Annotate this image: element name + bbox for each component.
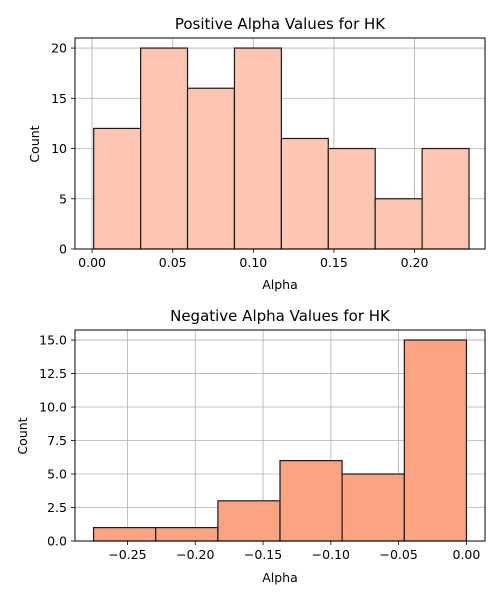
histogram-bar [217,500,281,542]
y-tick-label: 12.5 [39,366,67,381]
histogram-bar [140,47,189,250]
histogram-bar [155,527,219,542]
y-tick-label: 15.0 [39,333,67,348]
x-tick-label: 0.10 [239,255,267,270]
histogram-bar [93,127,142,250]
histogram-bar [279,460,343,542]
y-tick-label: 0 [59,242,67,257]
histogram-bar [374,198,423,250]
histogram-bar [341,473,405,542]
x-tick-label: 0.20 [401,255,429,270]
x-tick-label: −0.25 [108,547,146,562]
histogram-bar [233,47,282,250]
histogram-bar [186,87,236,250]
y-tick-label: 5 [59,191,67,206]
chart-title: Negative Alpha Values for HK [170,307,391,325]
y-tick-label: 10 [51,141,67,156]
y-axis-label: Count [15,417,30,454]
y-tick-label: 15 [51,91,67,106]
x-tick-label: −0.10 [312,547,350,562]
y-axis-label: Count [27,125,42,162]
bars [92,339,468,542]
chart-negative-alpha: Negative Alpha Values for HK −0.25 −0.20−… [15,307,486,585]
x-tick-label: 0.15 [320,255,348,270]
y-tick-label: 0.0 [47,534,67,549]
plot-frame [74,37,486,250]
plot-frame [74,329,486,542]
x-axis-label: Alpha [262,277,298,292]
histogram-bar [327,147,376,250]
y-tick-label: 5.0 [47,467,67,482]
histogram-bar [280,137,329,250]
y-tick-label: 10.0 [39,400,67,415]
x-tick-label: −0.15 [244,547,282,562]
chart-title: Positive Alpha Values for HK [175,15,386,33]
chart-positive-alpha: Positive Alpha Values for HK 0.00 0.05 0.1… [27,15,486,292]
x-tick-label: 0.00 [453,547,481,562]
y-tick-label: 7.5 [47,433,67,448]
x-axis-ticks: 0.00 0.05 0.10 0.15 0.20 [78,249,429,270]
x-axis-ticks: −0.25 −0.20 −0.15 −0.10 −0.05 0.00 [108,541,480,562]
histogram-bar [421,147,470,250]
histogram-bar [92,527,157,542]
x-tick-label: 0.05 [159,255,187,270]
histogram-bar [403,339,468,542]
y-tick-label: 2.5 [47,500,67,515]
x-tick-label: −0.05 [379,547,417,562]
y-axis-ticks: 0.0 2.5 5.0 7.5 10.0 12.5 15.0 [39,333,75,549]
x-axis-label: Alpha [262,570,298,585]
x-tick-label: −0.20 [176,547,214,562]
y-tick-label: 20 [51,41,67,56]
y-axis-ticks: 0 5 10 15 20 [51,41,75,257]
x-tick-label: 0.00 [78,255,106,270]
